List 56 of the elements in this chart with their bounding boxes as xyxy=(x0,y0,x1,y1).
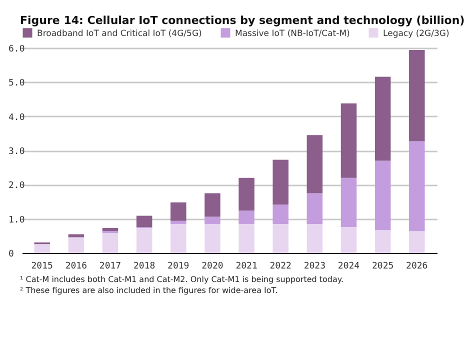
bar xyxy=(272,160,288,204)
x-tick-label: 2025 xyxy=(372,262,394,272)
y-tick-label: 0 xyxy=(8,250,14,260)
bar xyxy=(306,193,323,224)
x-tick-label: 2018 xyxy=(133,262,156,272)
bar xyxy=(340,103,357,178)
bar xyxy=(272,204,288,224)
bar xyxy=(306,224,323,253)
bar xyxy=(238,210,254,224)
y-tick-label: 6.0 xyxy=(8,44,25,54)
bar xyxy=(374,230,391,253)
x-tick-label: 2017 xyxy=(99,262,122,272)
bar xyxy=(340,178,357,228)
bar xyxy=(68,237,84,253)
y-tick-label: 3.0 xyxy=(8,147,25,157)
bar xyxy=(102,233,118,253)
text: ² These figures are also included in the figures for wide-area IoT. xyxy=(20,285,279,296)
bar xyxy=(170,202,186,221)
bar xyxy=(204,216,220,224)
x-tick-label: 2020 xyxy=(202,262,224,272)
chart-title: Figure 14: Cellular IoT connections by segment and technology (billion) xyxy=(19,13,466,27)
y-tick-label: 2.0 xyxy=(8,181,25,192)
bar xyxy=(340,227,357,253)
x-tick-label: 2019 xyxy=(168,262,190,272)
bar xyxy=(170,220,186,224)
bar xyxy=(409,231,425,253)
bar xyxy=(272,224,288,253)
bar xyxy=(409,141,425,232)
bar xyxy=(238,224,254,253)
bar xyxy=(238,178,254,211)
bar xyxy=(374,160,391,230)
y-tick-label: 4.0 xyxy=(8,112,25,123)
y-tick-label: 5.0 xyxy=(8,78,25,89)
legend-label: Massive IoT (NB-IoT/Cat-M) xyxy=(235,28,350,39)
bar xyxy=(136,228,152,253)
bar xyxy=(204,224,220,253)
x-tick-label: 2026 xyxy=(406,262,428,272)
x-tick-label: 2023 xyxy=(304,262,326,272)
x-tick-label: 2022 xyxy=(270,262,292,272)
legend-label: Legacy (2G/3G) xyxy=(383,28,450,39)
x-tick-label: 2016 xyxy=(65,262,88,272)
legend-label: Broadband IoT and Critical IoT (4G/5G) xyxy=(37,28,202,39)
x-tick-label: 2024 xyxy=(338,262,360,272)
bar xyxy=(170,224,186,253)
bar xyxy=(204,193,220,217)
bar xyxy=(68,234,84,238)
bar xyxy=(306,135,323,194)
x-tick-label: 2015 xyxy=(31,262,53,272)
bar xyxy=(409,50,425,142)
bar xyxy=(34,244,50,253)
text: ¹ Cat-M includes both Cat-M1 and Cat-M2. Only Cat-M1 is being supported today. xyxy=(20,274,345,285)
y-tick-label: 1.0 xyxy=(8,215,25,226)
bar xyxy=(102,228,118,232)
bar xyxy=(374,76,391,161)
x-tick-label: 2021 xyxy=(236,262,258,272)
bar xyxy=(136,216,152,228)
